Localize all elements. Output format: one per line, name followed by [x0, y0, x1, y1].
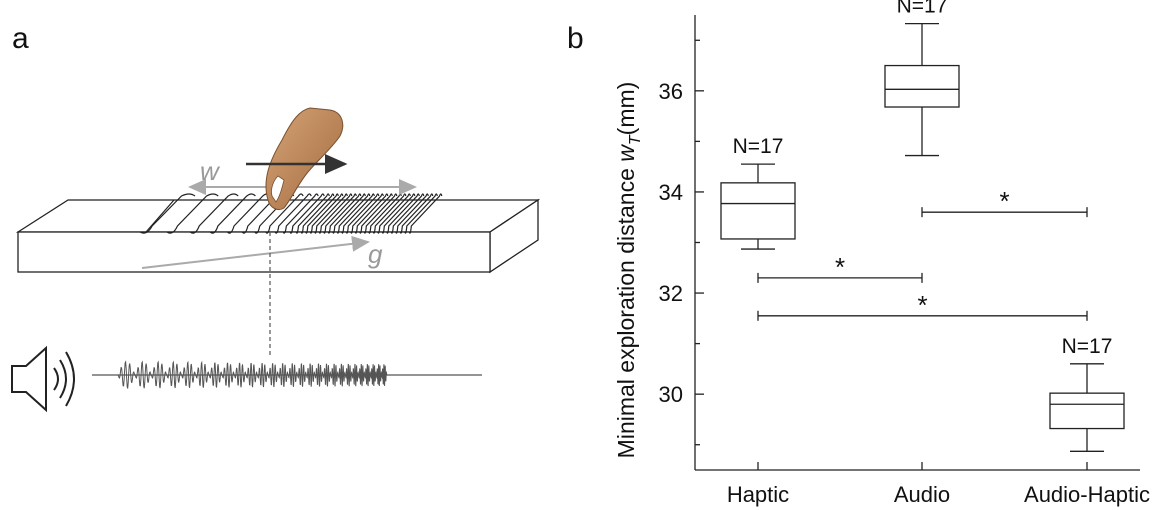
- box-audio: [884, 64, 960, 108]
- n-label-audio: N=17: [897, 0, 948, 18]
- symbol-w: w: [200, 156, 221, 186]
- sig-star-audio-audio-haptic: *: [999, 186, 1009, 216]
- finger-illustration: [265, 107, 344, 211]
- x-tick-label-haptic: Haptic: [727, 482, 789, 507]
- box-plot: 30 32 34 36 Haptic Audio Audio-Haptic N=17 N=17 N…: [659, 0, 1150, 507]
- y-axis-label-symbol: w: [613, 144, 639, 162]
- y-axis-label-subscript: T: [627, 134, 644, 145]
- n-label-haptic: N=17: [733, 135, 784, 158]
- x-tick-label-audio: Audio: [894, 482, 950, 507]
- box-audio-haptic: [1049, 392, 1125, 430]
- y-tick-label-36: 36: [659, 79, 683, 104]
- n-label-audio-haptic: N=17: [1062, 335, 1113, 358]
- x-tick-label-audio-haptic: Audio-Haptic: [1024, 482, 1150, 507]
- symbol-g: g: [368, 239, 383, 269]
- y-axis-label-unit: (mm): [613, 82, 639, 136]
- gradient-arrow: [141, 235, 370, 269]
- sig-star-haptic-audio-haptic: *: [917, 290, 927, 320]
- panel-b: b Minimal exploration distance wT(mm) 30…: [567, 0, 1150, 507]
- panel-label-a: a: [12, 22, 29, 55]
- y-axis-label-text: Minimal exploration distance: [613, 162, 639, 459]
- y-tick-label-32: 32: [659, 281, 683, 306]
- y-tick-label-34: 34: [659, 180, 683, 205]
- audio-waveform: [117, 360, 388, 389]
- panel-label-b: b: [567, 22, 584, 55]
- panel-a: a w g: [11, 22, 541, 413]
- box-haptic: [720, 182, 796, 240]
- y-axis-label: Minimal exploration distance wT(mm): [613, 82, 644, 459]
- speaker-icon: [11, 345, 75, 413]
- sig-star-haptic-audio: *: [835, 252, 845, 282]
- y-tick-label-30: 30: [659, 382, 683, 407]
